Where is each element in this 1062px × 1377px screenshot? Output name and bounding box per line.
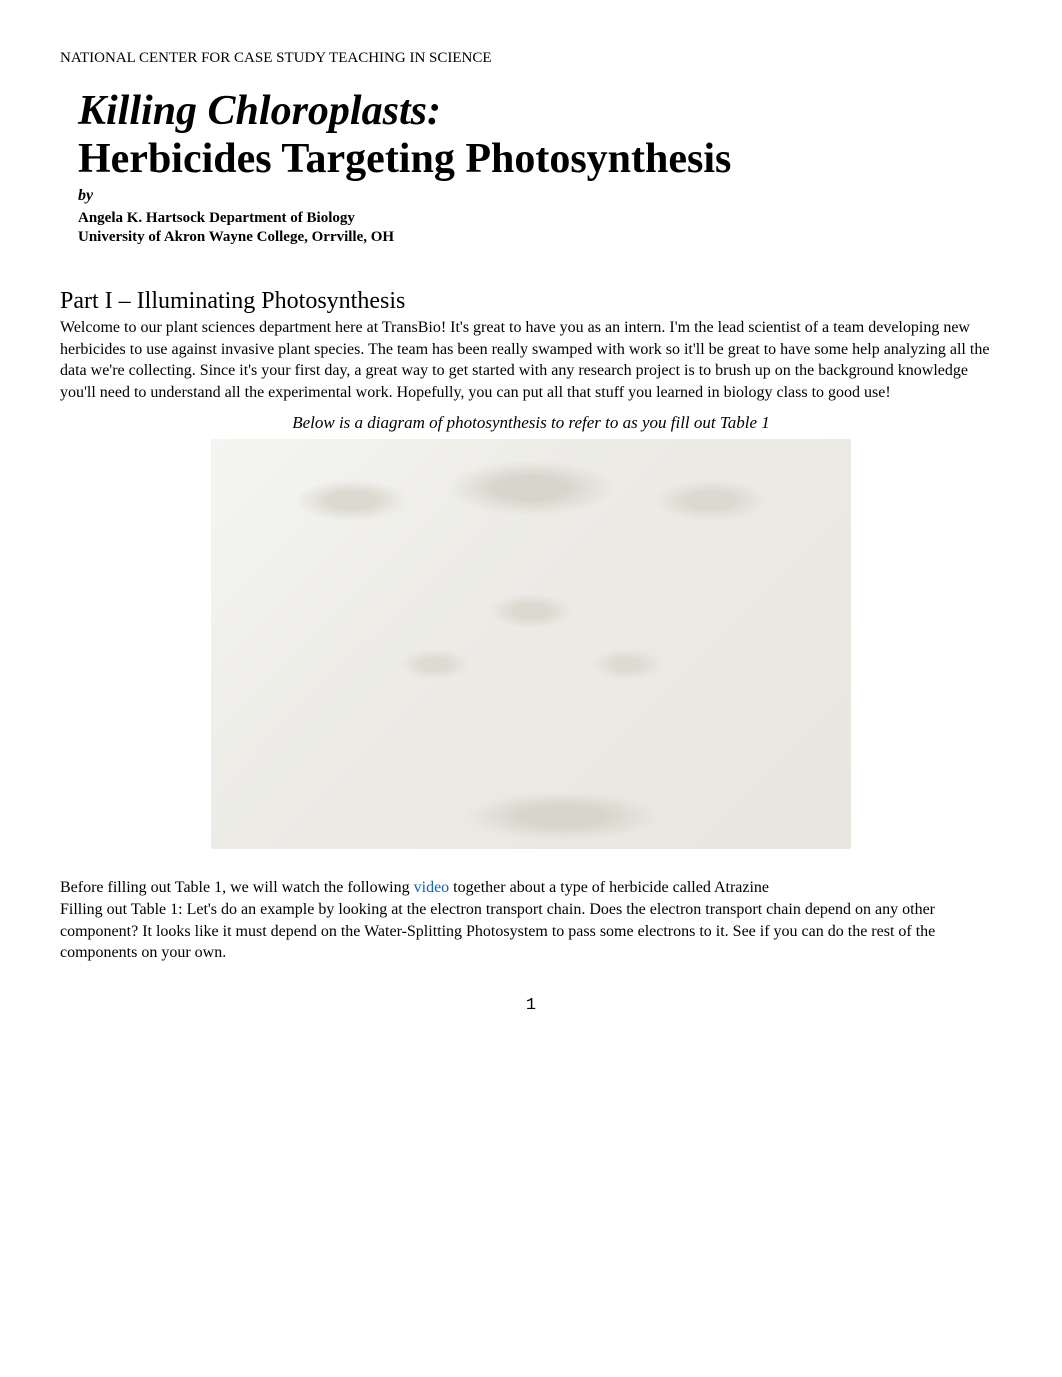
photosynthesis-diagram xyxy=(211,439,851,849)
author-block: Angela K. Hartsock Department of Biology xyxy=(60,209,1002,227)
instruction-suffix: together about a type of herbicide calle… xyxy=(449,879,769,896)
section-heading-part1: Part I – Illuminating Photosynthesis xyxy=(60,288,1002,315)
video-link[interactable]: video xyxy=(414,879,450,896)
document-title-line2: Herbicides Targeting Photosynthesis xyxy=(60,135,1002,183)
author-affiliation: University of Akron Wayne College, Orrvi… xyxy=(60,229,1002,246)
author-department: Department of Biology xyxy=(209,210,355,226)
byline-by: by xyxy=(60,187,1002,205)
pre-table-instruction: Before filling out Table 1, we will watc… xyxy=(60,877,1002,899)
instruction-prefix: Before filling out Table 1, we will watc… xyxy=(60,879,414,896)
filling-out-instruction: Filling out Table 1: Let's do an example… xyxy=(60,899,1002,964)
author-name: Angela K. Hartsock xyxy=(78,210,205,226)
diagram-caption: Below is a diagram of photosynthesis to … xyxy=(60,413,1002,433)
intro-paragraph: Welcome to our plant sciences department… xyxy=(60,317,1002,403)
page-number: 1 xyxy=(60,996,1002,1015)
document-title-line1: Killing Chloroplasts: xyxy=(60,87,1002,135)
header-institution-label: NATIONAL CENTER FOR CASE STUDY TEACHING … xyxy=(60,50,1002,67)
